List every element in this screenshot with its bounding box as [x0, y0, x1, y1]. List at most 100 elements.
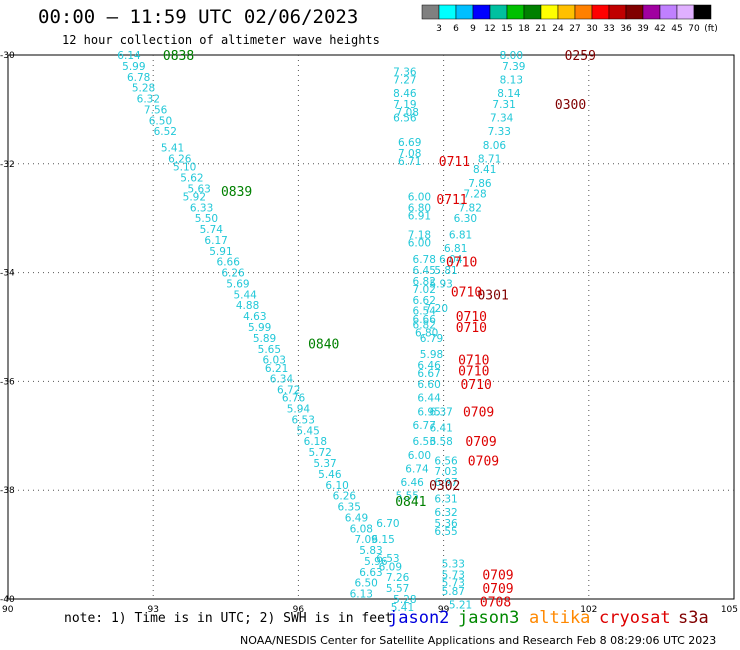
swh-value: 6.55 [434, 526, 457, 538]
colorbar-tick-label: 9 [470, 24, 476, 34]
swh-value: 8.13 [500, 74, 523, 86]
colorbar-swatch [574, 4, 593, 20]
swh-value: 7.56 [144, 104, 168, 116]
pass-time-label: 0839 [221, 185, 252, 200]
colorbar-swatch [523, 4, 542, 20]
lat-tick-label: -32 [0, 160, 15, 170]
swh-value: 4.88 [236, 300, 259, 312]
swh-value: 6.15 [371, 534, 394, 546]
swh-value: 6.82 [413, 276, 436, 288]
swh-value: 5.99 [122, 61, 145, 73]
swh-value: 7.34 [490, 113, 514, 125]
swh-value: 6.80 [415, 327, 438, 339]
colorbar-tick-label: 24 [552, 24, 564, 34]
swh-value: 6.31 [434, 493, 457, 505]
colorbar-tick-label: (ft) [704, 24, 718, 34]
swh-value: 6.81 [444, 243, 467, 255]
swh-value: 5.63 [187, 183, 210, 195]
pass-time-label: 0302 [429, 479, 460, 494]
colorbar-tick-label: 33 [603, 24, 614, 34]
swh-value: 6.13 [350, 589, 373, 601]
swh-value: 6.76 [282, 393, 306, 405]
lon-tick-label: 90 [2, 605, 14, 615]
swh-value: 6.80 [408, 202, 431, 214]
units-note: note: 1) Time is in UTC; 2) SWH is in fe… [64, 611, 393, 626]
lat-lon-grid [8, 55, 734, 599]
swh-value: 5.73 [442, 570, 465, 582]
pass-time-label: 0710 [458, 354, 489, 369]
swh-value: 6.08 [350, 523, 373, 535]
colorbar-tick-label: 15 [501, 24, 512, 34]
swh-value: 7.20 [425, 303, 448, 315]
pass-time-label: 0709 [465, 435, 496, 450]
swh-value: 5.10 [173, 162, 196, 174]
swh-value: 6.30 [454, 213, 477, 225]
swh-value: 6.37 [429, 406, 452, 418]
colorbar-tick-label: 36 [620, 24, 632, 34]
colorbar-swatch [438, 4, 457, 20]
pass-time-label: 0710 [458, 365, 489, 380]
swh-value: 5.44 [233, 289, 257, 301]
swh-value: 6.09 [379, 561, 402, 573]
swh-value: 6.41 [429, 423, 452, 435]
swh-value: 6.78 [413, 254, 436, 266]
swh-value: 6.54 [413, 306, 437, 318]
pass-time-label: 0709 [463, 405, 494, 420]
swh-value: 5.28 [132, 83, 155, 95]
lat-tick-label: -34 [0, 269, 15, 279]
swh-value: 6.81 [449, 230, 472, 242]
colorbar-swatch [608, 4, 627, 20]
legend-s3a: s3a [678, 608, 709, 628]
colorbar-swatch [455, 4, 474, 20]
swh-value: 7.18 [408, 230, 431, 242]
legend-jason3: jason3 [458, 608, 519, 628]
colorbar-swatch [540, 4, 559, 20]
legend-label: altika [529, 608, 591, 628]
pass-time-label: 0841 [395, 495, 426, 510]
swh-value: 6.45 [413, 265, 436, 277]
swh-value: 8.06 [483, 140, 507, 152]
swh-value: 5.96 [364, 556, 388, 568]
swh-value: 8.71 [478, 153, 501, 165]
lon-tick-label: 105 [721, 605, 738, 615]
swh-value: 6.56 [393, 113, 417, 125]
swh-value: 5.87 [442, 586, 465, 598]
swh-value: 6.82 [413, 319, 436, 331]
swh-value: 6.66 [217, 257, 241, 269]
swh-value: 6.33 [190, 202, 213, 214]
swh-value: 6.44 [417, 393, 441, 405]
swh-value: 5.73 [442, 578, 465, 590]
swh-value: 5.81 [434, 265, 457, 277]
pass-time-label: 0710 [451, 286, 482, 301]
swh-value: 5.46 [318, 469, 342, 481]
swh-value: 6.26 [333, 491, 357, 503]
lon-tick-label: 93 [147, 605, 158, 615]
legend-jason2: jason2 [388, 608, 449, 628]
swh-value: 5.91 [209, 246, 232, 258]
swh-value: 6.32 [434, 507, 457, 519]
swh-value: 5.62 [180, 172, 203, 184]
swh-value: 6.53 [376, 553, 399, 565]
swh-value: 7.39 [502, 61, 525, 73]
swh-value: 6.26 [221, 268, 245, 280]
swh-value: 5.41 [161, 142, 184, 154]
swh-values: 6.145.996.785.286.327.566.506.525.416.26… [117, 50, 525, 614]
swh-value: 5.36 [434, 518, 458, 530]
swh-value: 7.03 [434, 466, 457, 478]
swh-value: 5.50 [195, 213, 218, 225]
pass-time-label: 0709 [482, 569, 513, 584]
colorbar-swatch [472, 4, 491, 20]
swh-value: 5.93 [429, 278, 452, 290]
colorbar-swatch [557, 4, 576, 20]
swh-value: 5.45 [296, 425, 319, 437]
swh-value: 6.14 [117, 50, 141, 62]
pass-time-label: 0711 [436, 193, 467, 208]
colorbar-tick-label: 3 [436, 24, 442, 34]
pass-time-label: 0838 [163, 49, 194, 64]
legend-label: s3a [678, 608, 709, 628]
swh-value: 5.94 [287, 404, 311, 416]
swh-value: 6.32 [137, 94, 160, 106]
swh-value: 6.69 [398, 137, 421, 149]
